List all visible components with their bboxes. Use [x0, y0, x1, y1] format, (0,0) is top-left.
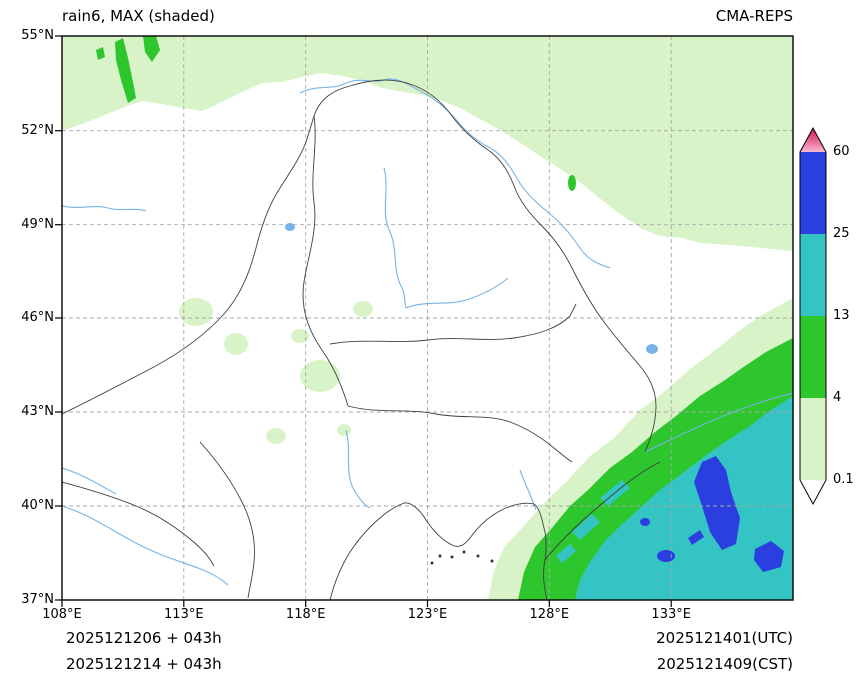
colorbar-segment-0.1-4	[800, 398, 826, 480]
river-nen	[383, 167, 407, 309]
y-tick-label-43n: 43°N	[21, 404, 54, 419]
river-southwest-2	[62, 467, 117, 495]
y-tick-label-37n: 37°N	[21, 592, 54, 607]
x-tick-label-123e: 123°E	[407, 607, 448, 622]
x-tick-label-113e: 113°E	[164, 607, 204, 622]
colorbar-label-4: 4	[833, 390, 842, 405]
precip-max-blue	[754, 541, 784, 572]
precip-patch-light	[266, 428, 286, 444]
precip-shading	[62, 36, 793, 600]
precip-patch-light	[300, 360, 340, 392]
colorbar-segment-13-25	[800, 234, 826, 316]
precip-region-moderate-streak	[96, 47, 105, 60]
island-dot	[438, 554, 442, 558]
precip-patch-light	[291, 329, 309, 343]
lake-khanka	[646, 344, 658, 354]
precip-max-blue	[688, 530, 704, 545]
y-tick-label-46n: 46°N	[21, 310, 54, 325]
x-tick-label-128e: 128°E	[529, 607, 570, 622]
precip-region-light-north	[62, 36, 793, 251]
coast-bohai	[329, 502, 547, 600]
province-boundaries	[62, 79, 661, 600]
precip-max-blue	[657, 550, 675, 562]
x-tick-label-133e: 133°E	[651, 607, 691, 622]
island-dot	[430, 561, 434, 565]
y-tick-label-52n: 52°N	[21, 122, 54, 138]
islands	[430, 550, 494, 565]
precip-region-moderate-streak	[115, 38, 136, 103]
precip-spot-moderate	[568, 175, 576, 191]
colorbar-outline	[799, 126, 827, 506]
river-amur	[299, 78, 611, 269]
island-dot	[462, 550, 466, 554]
precip-patch-light	[179, 298, 213, 326]
precip-max-blue	[640, 518, 650, 526]
y-tick-label-55n: 55°N	[21, 28, 54, 43]
y-tick-label-49n: 49°N	[21, 216, 54, 232]
island-dot	[450, 555, 454, 559]
river-liao	[345, 429, 371, 509]
precip-patch-light	[337, 424, 351, 436]
lake-hulun	[285, 223, 295, 231]
valid-time-utc: 2025121401(UTC)	[656, 629, 793, 647]
border-mongolia-russia	[62, 79, 657, 453]
river-songhua	[405, 277, 509, 309]
river-west	[62, 205, 147, 212]
precip-region-heavy-southeast	[575, 396, 793, 600]
y-tick-label-40n: 40°N	[21, 498, 54, 513]
model-label: CMA-REPS	[715, 7, 793, 25]
coastline-primorye	[644, 392, 793, 453]
colorbar-label-60: 60	[833, 144, 850, 159]
precip-region-moderate-streak	[143, 36, 160, 62]
grid-lines	[62, 36, 793, 600]
colorbar-segment-25-60	[800, 152, 826, 234]
init-time-cst: 2025121214 + 043h	[66, 655, 222, 673]
river-korea-bay	[519, 469, 537, 511]
border-yalu-tumen	[544, 461, 661, 561]
island-dot	[476, 554, 480, 558]
plot-area	[62, 36, 793, 600]
rivers	[62, 78, 793, 586]
border-southwest-2	[62, 481, 215, 567]
border-khingan	[302, 115, 349, 407]
axis-ticks	[55, 35, 672, 607]
border-jilin-liaoning	[347, 405, 573, 463]
x-tick-label-118e: 118°E	[285, 607, 326, 622]
colorbar	[799, 126, 827, 506]
river-southwest	[62, 505, 229, 586]
colorbar-arrow-above-60	[800, 128, 826, 152]
colorbar-label-25: 25	[833, 226, 850, 241]
colorbar-label-13: 13	[833, 308, 850, 323]
border-southwest-1	[199, 441, 255, 599]
colorbar-segment-4-13	[800, 316, 826, 398]
precip-patch-light	[353, 301, 373, 317]
island-dot	[490, 559, 494, 563]
precip-sliver-heavy	[556, 544, 576, 563]
init-time-utc: 2025121206 + 043h	[66, 629, 222, 647]
precip-sliver-heavy	[572, 514, 600, 540]
colorbar-label-0.1: 0.1	[833, 472, 854, 487]
precip-patch-light	[224, 333, 248, 355]
x-tick-label-108e: 108°E	[42, 607, 82, 622]
precip-max-blue	[694, 456, 740, 550]
valid-time-cst: 2025121409(CST)	[656, 655, 793, 673]
coast-korea-west	[543, 559, 548, 600]
colorbar-arrow-below-0.1	[800, 480, 826, 504]
plot-title: rain6, MAX (shaded)	[62, 7, 215, 25]
border-heilongjiang-jilin	[329, 303, 577, 345]
